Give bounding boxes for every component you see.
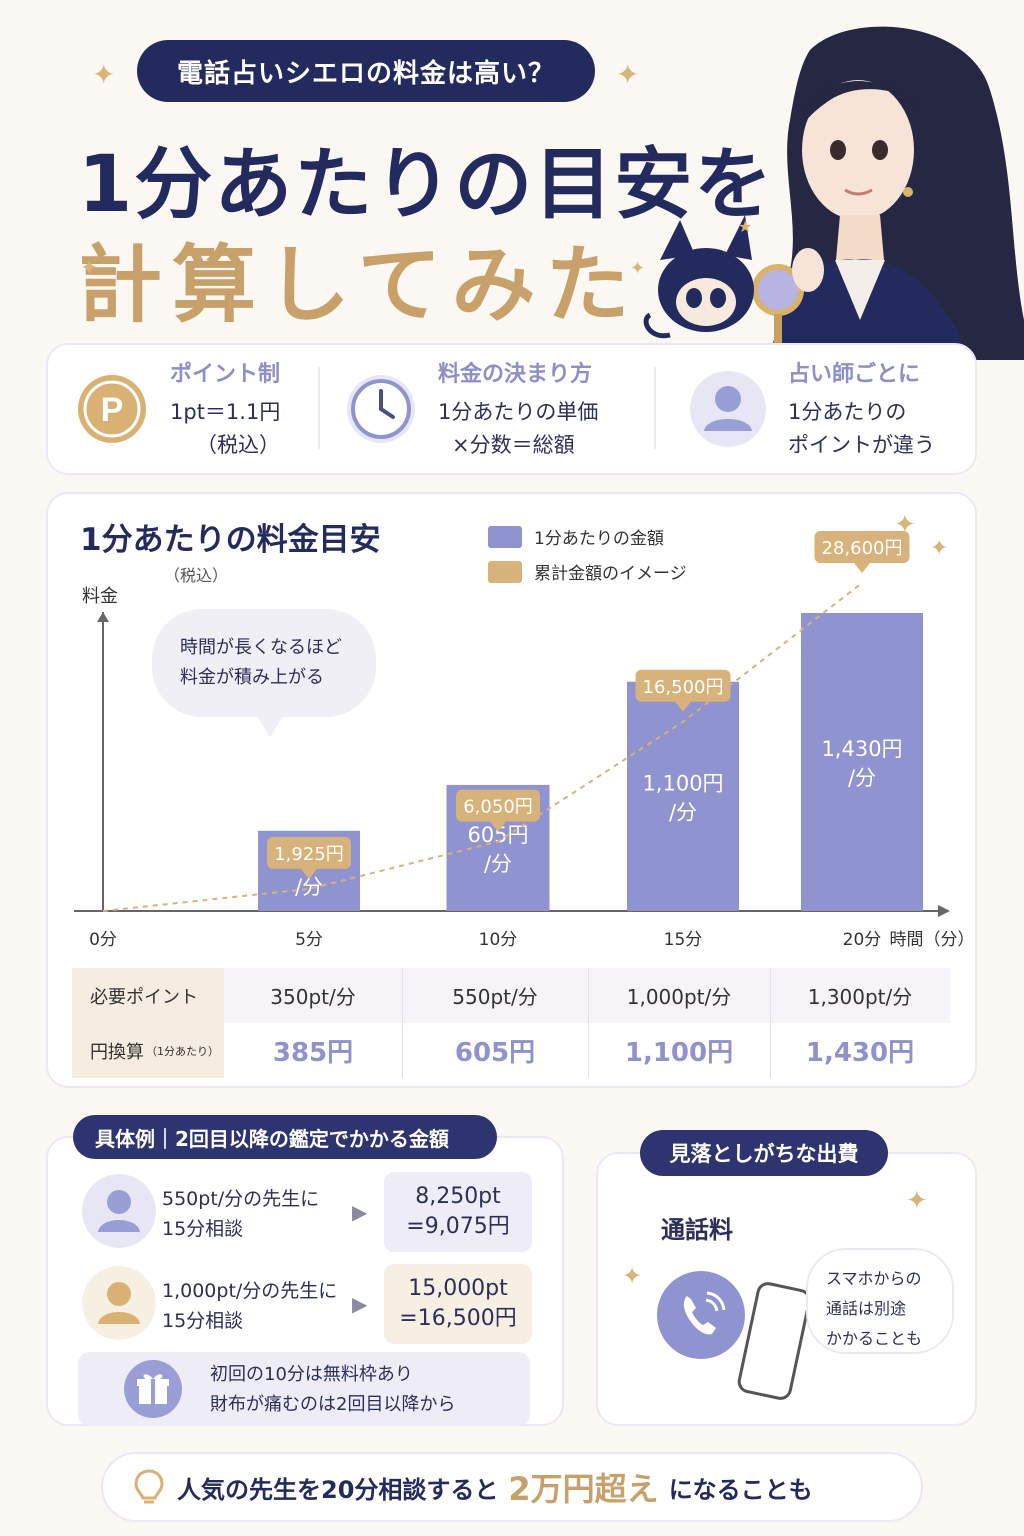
legend-swatch <box>488 525 522 548</box>
result-yen: =16,500円 <box>399 1306 517 1331</box>
example-line: 15分相談 <box>162 1310 244 1332</box>
divider <box>318 367 320 449</box>
arrow-right-icon: ▶ <box>352 1200 368 1224</box>
footer-banner: 人気の先生を20分相談すると 2万円超え になることも <box>101 1452 923 1522</box>
feature-line: 1分あたりの <box>788 400 907 424</box>
note-line: 財布が痛むのは2回目以降から <box>210 1394 456 1415</box>
sparkle-icon: ✦ <box>622 1262 643 1290</box>
chart-title: 1分あたりの料金目安 <box>80 522 381 558</box>
footer-text: になることも <box>668 1475 813 1504</box>
table-cell: 550pt/分 <box>452 985 538 1009</box>
sparkle-icon: ✦ <box>616 58 640 91</box>
sparkle-icon: ✦ <box>92 58 116 91</box>
legend-item-bar: 1分あたりの金額 <box>488 524 664 549</box>
call-fee-label: 通話料 <box>661 1216 733 1244</box>
legend-swatch <box>488 560 522 583</box>
feature-title: 料金の決まり方 <box>438 362 593 387</box>
divider <box>402 968 403 1078</box>
phone-icon <box>657 1271 745 1359</box>
divider <box>770 968 771 1078</box>
callout-bubble: スマホからの 通話は別途 かかることも <box>806 1248 954 1354</box>
row-header: 円換算 （1分あたり） <box>72 1023 224 1078</box>
sparkle-icon: ✦ <box>630 258 646 279</box>
divider <box>588 968 589 1078</box>
hidden-costs-pill: 見落としがちな出費 <box>640 1130 888 1176</box>
feature-line: ×分数＝総額 <box>452 433 575 457</box>
example-pill: 具体例｜2回目以降の鑑定でかかる金額 <box>73 1115 497 1159</box>
table-cell: 385円 <box>272 1038 354 1068</box>
feature-pricing-rule: 料金の決まり方 1分あたりの単価 ×分数＝総額 <box>344 345 598 473</box>
row-header: 必要ポイント <box>72 968 224 1023</box>
result-points: 8,250pt <box>415 1184 501 1209</box>
table-row-points: 必要ポイント 350pt/分 550pt/分 1,000pt/分 1,300pt… <box>72 968 950 1023</box>
feature-teacher-difference: 占い師ごとに 1分あたりの ポイントが違う <box>688 345 935 473</box>
svg-text:P: P <box>101 391 124 429</box>
page-title-line2: 計算してみた <box>78 236 640 334</box>
lightbulb-icon <box>134 1469 164 1504</box>
footer-text: 人気の先生を20分相談すると <box>177 1475 499 1504</box>
chart-subtitle: （税込） <box>164 566 229 585</box>
feature-point-system: P ポイント制 1pt＝1.1円 （税込） <box>76 345 280 473</box>
table-cell: 350pt/分 <box>270 985 356 1009</box>
chart-annotation-bubble: 時間が長くなるほど 料金が積み上がる <box>152 609 376 737</box>
row-header-label: 円換算 <box>90 1041 144 1063</box>
callout-line: スマホからの <box>826 1269 922 1288</box>
feature-title: 占い師ごとに <box>788 362 921 387</box>
row-header-note: （1分あたり） <box>146 1044 219 1058</box>
gift-icon <box>124 1360 182 1418</box>
table-cell: 1,430円 <box>805 1038 915 1068</box>
example-line: 550pt/分の先生に <box>162 1188 320 1210</box>
sparkle-icon: ✦ <box>906 1186 928 1216</box>
legend-label: 累計金額のイメージ <box>534 564 687 584</box>
page-title-line1: 1分あたりの目安を <box>78 140 775 230</box>
table-cell: 1,100円 <box>624 1038 734 1068</box>
user-icon <box>82 1266 156 1340</box>
fortune-teller-illustration: ★ <box>643 26 1024 360</box>
table-cell: 1,000pt/分 <box>626 985 732 1009</box>
features-card <box>46 343 977 475</box>
feature-line: 1pt＝1.1円 <box>170 400 281 424</box>
sparkle-icon: ✦ <box>894 510 916 540</box>
y-axis-label: 料金 <box>82 586 118 607</box>
example-text: 1,000pt/分の先生に 15分相談 <box>162 1276 337 1336</box>
example-text: 550pt/分の先生に 15分相談 <box>162 1184 319 1244</box>
table-cell: 1,300pt/分 <box>807 985 913 1009</box>
sparkle-icon: ✦ <box>80 256 99 281</box>
legend-item-line: 累計金額のイメージ <box>488 559 687 584</box>
example-line: 15分相談 <box>162 1218 244 1240</box>
feature-line: ポイントが違う <box>788 433 935 457</box>
point-p-icon: P <box>78 375 146 443</box>
divider <box>654 367 656 449</box>
legend-label: 1分あたりの金額 <box>534 529 664 549</box>
result-points: 15,000pt <box>408 1276 508 1301</box>
note-line: 初回の10分は無料枠あり <box>210 1364 413 1385</box>
example-result: 15,000pt =16,500円 <box>384 1264 532 1344</box>
header-pill: 電話占いシエロの料金は高い？ <box>137 40 595 102</box>
feature-line: （税込） <box>196 433 280 457</box>
table-cell: 605円 <box>454 1038 536 1068</box>
user-icon <box>82 1174 156 1248</box>
clock-icon <box>347 375 415 443</box>
example-result: 8,250pt =9,075円 <box>384 1172 532 1252</box>
table-row-yen: 円換算 （1分あたり） 385円 605円 1,100円 1,430円 <box>72 1023 950 1078</box>
smartphone-icon <box>737 1282 808 1400</box>
user-icon <box>690 371 766 447</box>
points-table: 必要ポイント 350pt/分 550pt/分 1,000pt/分 1,300pt… <box>72 968 950 1078</box>
note-text: 初回の10分は無料枠あり 財布が痛むのは2回目以降から <box>210 1360 455 1420</box>
callout-line: かかることも <box>826 1329 923 1348</box>
arrow-right-icon: ▶ <box>352 1292 368 1316</box>
callout-line: 通話は別途 <box>826 1299 907 1318</box>
feature-line: 1分あたりの単価 <box>438 400 599 424</box>
svg-text:★: ★ <box>738 217 752 236</box>
example-line: 1,000pt/分の先生に <box>162 1280 338 1302</box>
sparkle-icon: ✦ <box>930 536 949 561</box>
feature-title: ポイント制 <box>170 362 281 387</box>
footer-highlight: 2万円超え <box>508 1470 659 1508</box>
result-yen: =9,075円 <box>406 1214 510 1239</box>
